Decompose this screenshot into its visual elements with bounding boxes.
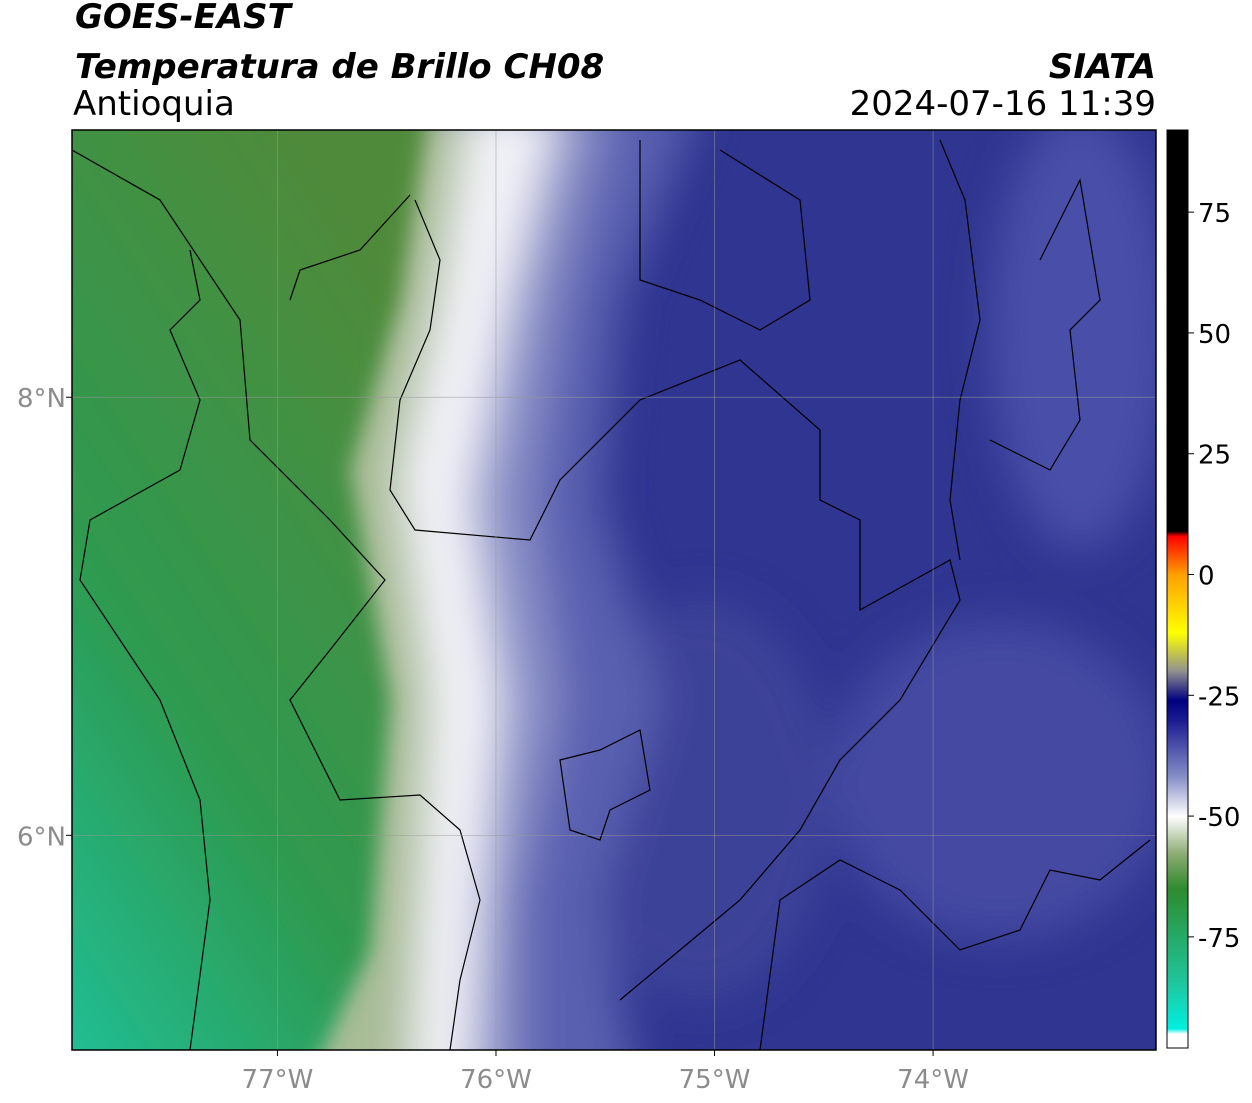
colorbar-tick-label: 0: [1198, 562, 1215, 592]
colorbar-segment: [1167, 632, 1188, 672]
lon-tick-label: 77°W: [242, 1065, 314, 1095]
colorbar-segment: [1167, 888, 1188, 986]
colorbar-segment: [1167, 671, 1188, 701]
colorbar-tick-label: -75: [1198, 924, 1240, 954]
colorbar-segment: [1167, 1028, 1188, 1035]
colorbar: 75 50 25 0 -25 -50 -75: [1167, 130, 1240, 1049]
colorbar-tick-label: -50: [1198, 803, 1240, 833]
colorbar-segment: [1167, 535, 1188, 576]
colorbar-segment: [1167, 719, 1188, 778]
lon-tick-label: 75°W: [679, 1065, 751, 1095]
colorbar-segment: [1167, 531, 1188, 537]
colorbar-segment: [1167, 700, 1188, 720]
boundaries: [72, 139, 1151, 1050]
colorbar-segment: [1167, 130, 1188, 532]
lat-tick-label: 8°N: [17, 384, 66, 414]
colorbar-segment: [1167, 854, 1188, 890]
colorbar-tick-label: -25: [1198, 682, 1240, 712]
colorbar-segment: [1167, 1033, 1188, 1049]
colorbar-tick-label: 50: [1198, 320, 1231, 350]
colorbar-segment: [1167, 574, 1188, 633]
datetime-label: 2024-07-16 11:39: [850, 84, 1156, 124]
satellite-image: [72, 130, 1156, 1050]
lon-tick-label: 76°W: [460, 1065, 532, 1095]
satellite-title: GOES-EAST: [75, 0, 294, 37]
map-frame: [71, 129, 1157, 1051]
colorbar-frame: [1166, 129, 1189, 1049]
product-title: Temperatura de Brillo CH08: [75, 47, 604, 87]
source-label: SIATA: [1049, 47, 1156, 87]
colorbar-segment: [1167, 816, 1188, 856]
lat-tick-label: 6°N: [17, 822, 66, 852]
lon-tick-label: 74°W: [897, 1065, 969, 1095]
region-label: Antioquia: [73, 84, 235, 124]
graticule: 77°W 76°W 75°W 74°W 8°N 6°N: [17, 130, 1156, 1095]
colorbar-tick-label: 25: [1198, 441, 1231, 471]
colorbar-tick-label: 75: [1198, 199, 1231, 229]
colorbar-segment: [1167, 985, 1188, 1030]
colorbar-segment: [1167, 777, 1188, 817]
